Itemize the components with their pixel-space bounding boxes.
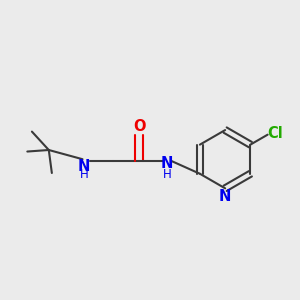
- Text: Cl: Cl: [267, 126, 283, 141]
- Text: H: H: [80, 168, 88, 181]
- Text: N: N: [219, 188, 231, 203]
- Text: N: N: [78, 159, 90, 174]
- Text: N: N: [161, 156, 173, 171]
- Text: H: H: [163, 168, 171, 181]
- Text: O: O: [133, 118, 146, 134]
